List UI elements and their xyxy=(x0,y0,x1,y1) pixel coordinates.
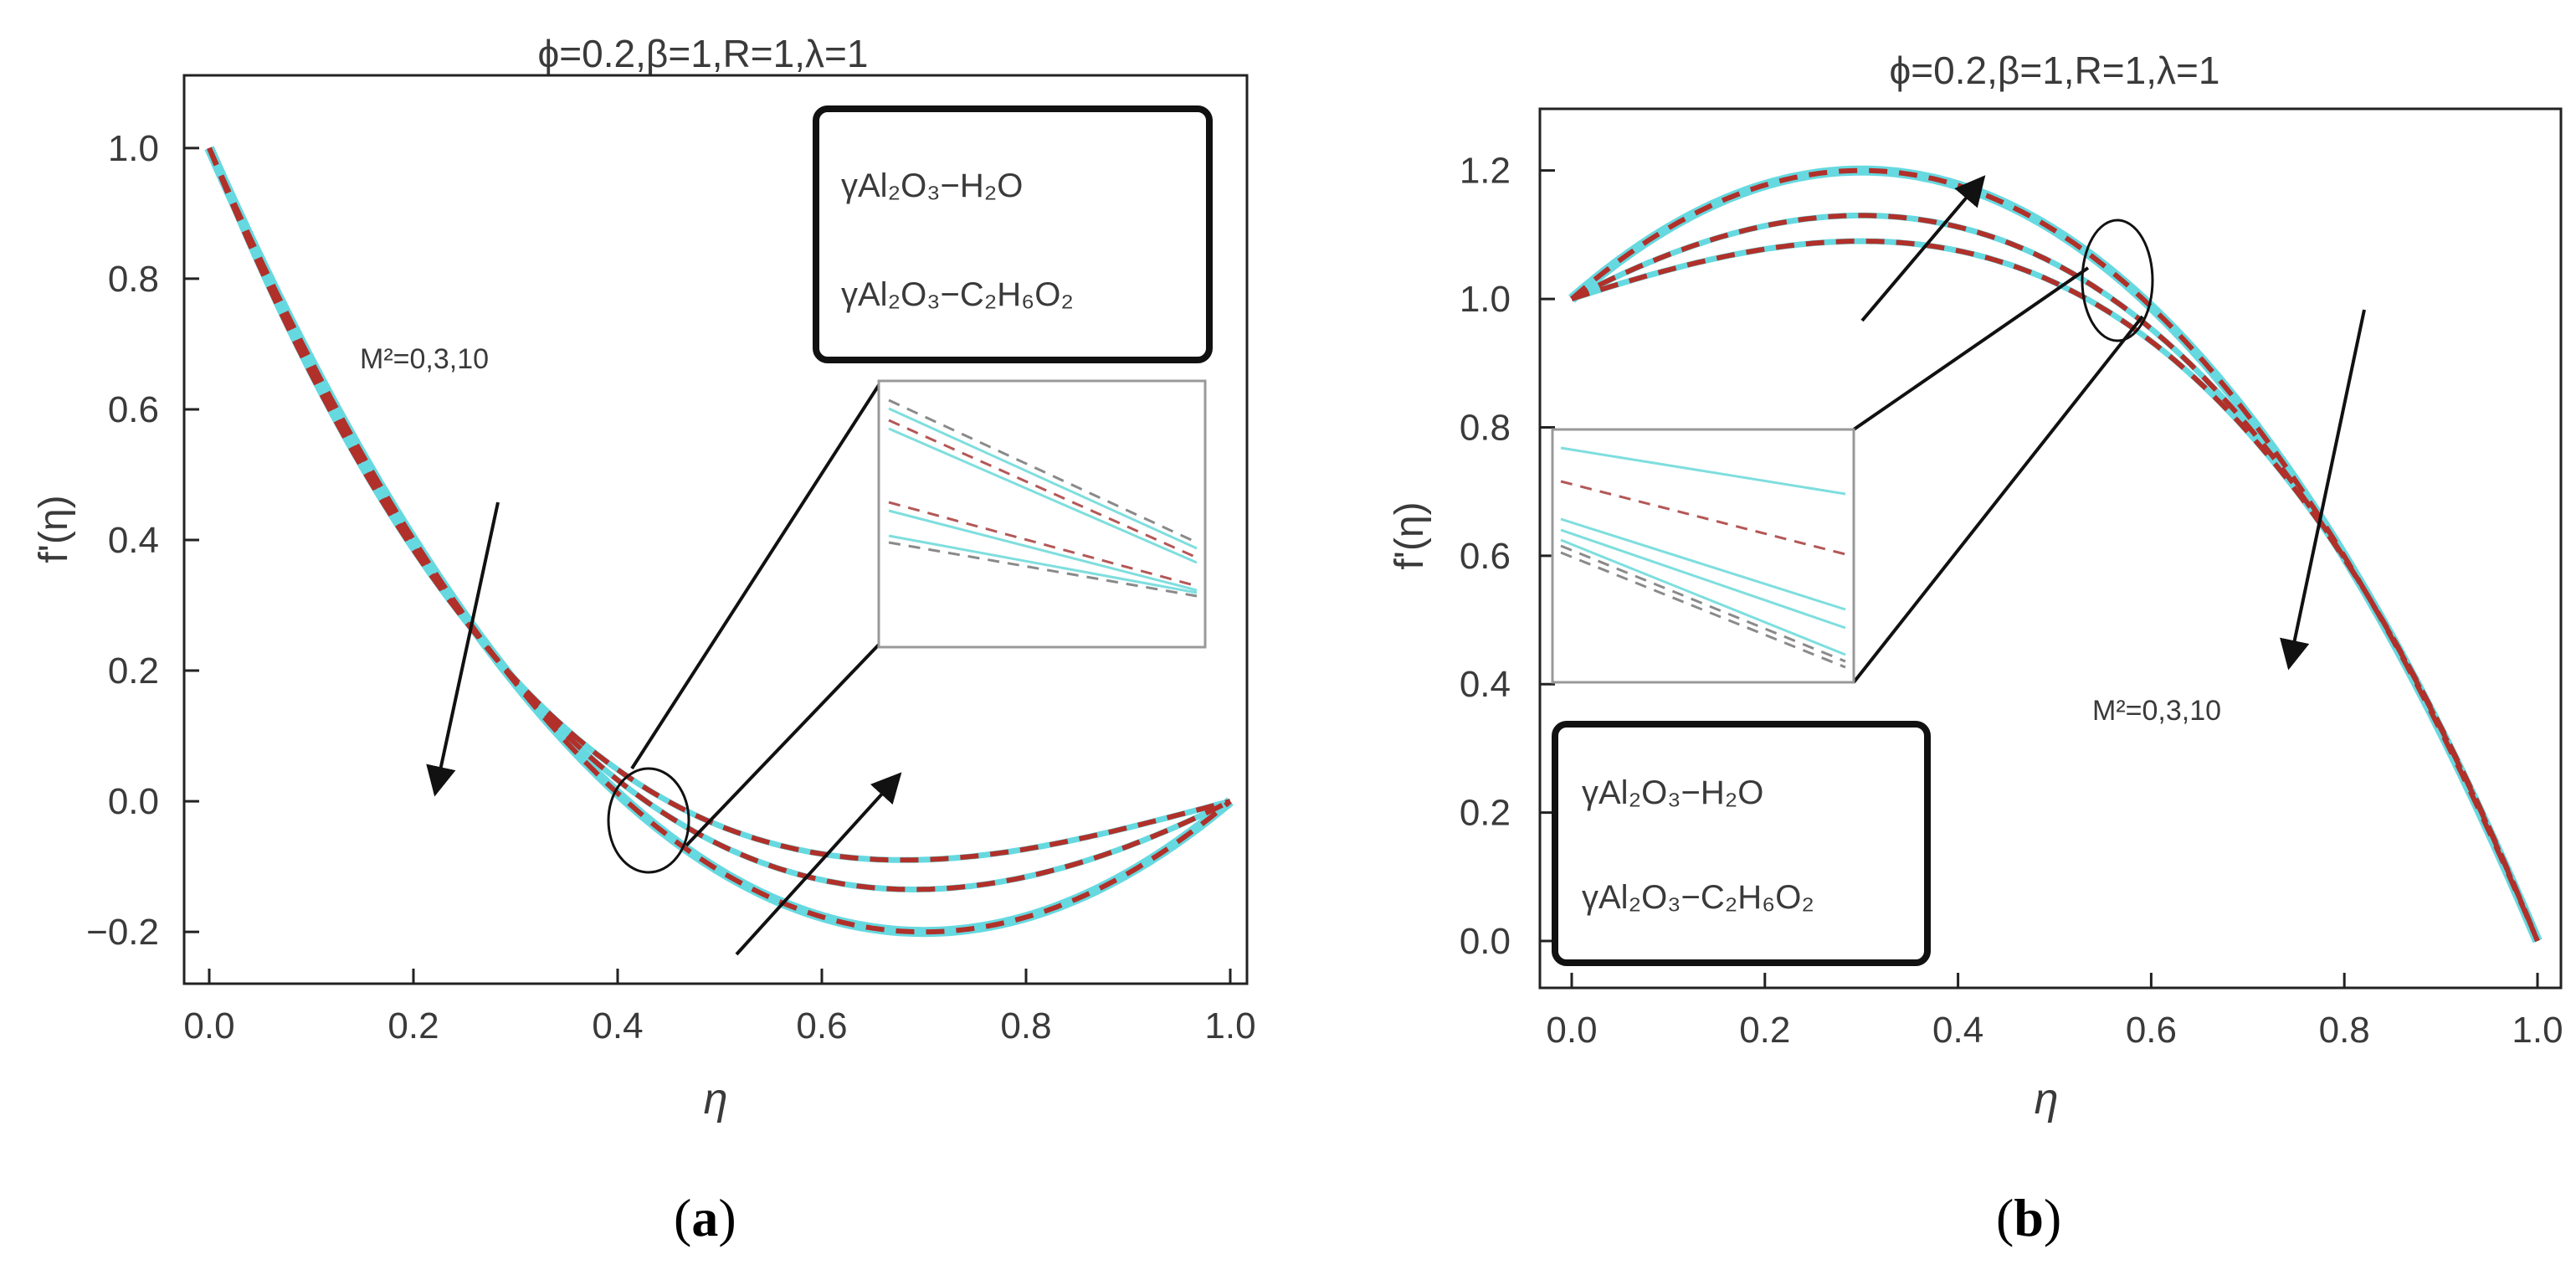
y-tick-label: 0.2 xyxy=(1460,793,1511,834)
panel-a-x-axis-label: η xyxy=(704,1075,728,1123)
x-tick-label: 0.4 xyxy=(1932,1010,1983,1051)
series-line-c2h6o2 xyxy=(1571,238,2540,943)
x-tick-label: 0.8 xyxy=(2319,1010,2370,1051)
panel-a-ticks: 0.0 0.2 0.4 0.6 0.8 1.0 −0.2 0.0 0.2 0.4 0.6 0.8 1.0 xyxy=(86,128,1255,1046)
panel-a-curves xyxy=(204,146,1234,938)
y-tick-label: 0.8 xyxy=(1460,407,1511,448)
panel-a-legend: γAl₂O₃−H₂O γAl₂O₃−C₂H₆O₂ xyxy=(813,105,1213,363)
y-tick-label: −0.2 xyxy=(86,912,159,953)
panel-b-frame xyxy=(1538,107,2563,990)
panel-a-arrow-down xyxy=(426,501,500,797)
panel-a-frame xyxy=(182,74,1249,985)
x-tick-label: 0.6 xyxy=(796,1005,847,1046)
x-tick-label: 0.6 xyxy=(2126,1010,2177,1051)
x-tick-label: 0.2 xyxy=(1739,1010,1790,1051)
y-tick-label: 0.8 xyxy=(108,259,159,300)
x-tick-label: 0.0 xyxy=(183,1005,234,1046)
panel-a-legend-entry-h2o: γAl₂O₃−H₂O xyxy=(841,167,1023,204)
panel-b-annotation: M²=0,3,10 xyxy=(2092,695,2221,727)
y-tick-label: 0.4 xyxy=(1460,664,1511,705)
panel-a-legend-entry-c2h6o2: γAl₂O₃−C₂H₆O₂ xyxy=(841,276,1074,313)
y-tick-label: 0.4 xyxy=(108,520,159,561)
x-tick-label: 1.0 xyxy=(2512,1010,2563,1051)
x-tick-label: 0.8 xyxy=(1000,1005,1051,1046)
panel-b-arrow-down xyxy=(2280,309,2366,671)
panel-a-y-axis-label: f'(η) xyxy=(32,495,76,563)
panel-b-arrow-up xyxy=(1860,175,1986,322)
panel-b-ticks: 0.0 0.2 0.4 0.6 0.8 1.0 0.0 0.2 0.4 0.6 0.8 1.0 1.2 xyxy=(1460,151,2563,1051)
series-line-c2h6o2 xyxy=(1570,167,2540,943)
series-line-c2h6o2 xyxy=(207,147,1232,935)
panel-b-zoom-connector-bottom xyxy=(1852,315,2144,684)
panel-b-zoom-inset xyxy=(1551,428,1855,684)
y-tick-label: 1.0 xyxy=(1460,279,1511,320)
series-line-c2h6o2 xyxy=(207,147,1232,892)
y-tick-label: 1.2 xyxy=(1460,151,1511,192)
panel-a-zoom-inset xyxy=(877,379,1207,649)
panel-a-zoom-connector-bottom xyxy=(685,643,880,847)
panel-b-x-axis-label: η xyxy=(2035,1075,2059,1123)
panel-b-legend: γAl₂O₃−H₂O γAl₂O₃−C₂H₆O₂ xyxy=(1552,721,1931,966)
y-tick-label: 0.0 xyxy=(108,781,159,822)
panel-b-curves xyxy=(1568,165,2543,944)
panel-a-annotation: M²=0,3,10 xyxy=(360,343,489,375)
panel-a-arrow-up xyxy=(735,772,902,956)
x-tick-label: 0.2 xyxy=(387,1005,439,1046)
panel-a-zoom-ellipse xyxy=(607,767,690,874)
x-tick-label: 0.4 xyxy=(592,1005,643,1046)
series-line-c2h6o2 xyxy=(207,147,1231,863)
panel-b-caption: (b) xyxy=(1996,1188,2062,1247)
y-tick-label: 0.2 xyxy=(108,650,159,692)
panel-a: ϕ=0.2,β=1,R=1,λ=1 0.0 0.2 0.4 0.6 0.8 1.0 −0.2… xyxy=(32,32,1256,1123)
panel-a-caption: (a) xyxy=(674,1188,736,1247)
panel-b-y-axis-label: f'(η) xyxy=(1388,501,1432,569)
y-tick-label: 0.6 xyxy=(108,389,159,430)
panel-b-legend-entry-c2h6o2: γAl₂O₃−C₂H₆O₂ xyxy=(1582,879,1814,916)
x-tick-label: 0.0 xyxy=(1546,1010,1597,1051)
panel-b: ϕ=0.2,β=1,R=1,λ=1 0.0 0.2 0.4 0.6 0.8 1.00.00… xyxy=(1388,49,2563,1123)
panel-a-title: ϕ=0.2,β=1,R=1,λ=1 xyxy=(538,32,869,75)
y-tick-label: 1.0 xyxy=(108,128,159,169)
panel-b-zoom-connector-top xyxy=(1852,266,2090,431)
panel-b-zoom-ellipse xyxy=(2081,219,2154,342)
panel-b-title: ϕ=0.2,β=1,R=1,λ=1 xyxy=(1890,49,2220,92)
panel-b-legend-entry-h2o: γAl₂O₃−H₂O xyxy=(1582,774,1763,811)
y-tick-label: 0.0 xyxy=(1460,921,1511,962)
y-tick-label: 0.6 xyxy=(1460,536,1511,577)
x-tick-label: 1.0 xyxy=(1204,1005,1255,1046)
panel-a-zoom-connector-top xyxy=(630,383,880,770)
